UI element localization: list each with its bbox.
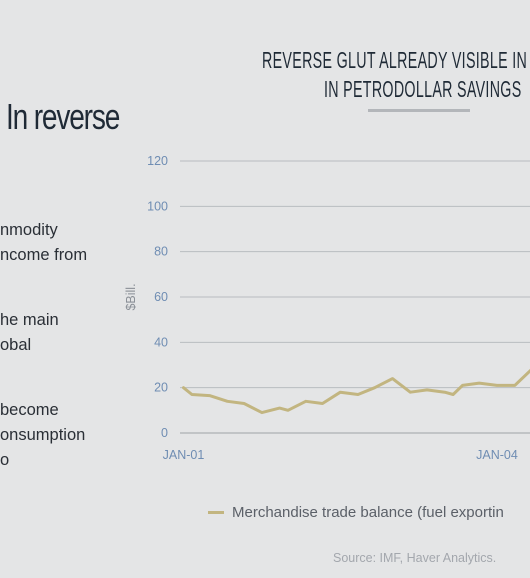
chart-title-line: IN PETRODOLLAR SAVINGS: [324, 76, 522, 102]
body-line: onsumption: [0, 426, 86, 444]
body-paragraph: he main obal: [0, 308, 110, 358]
y-tick-label: 100: [147, 199, 168, 213]
body-line: ncome from: [0, 246, 88, 264]
grid-lines: [180, 160, 530, 434]
body-line: obal: [0, 336, 32, 354]
y-tick-label: 60: [154, 290, 168, 304]
y-tick-label: 0: [161, 426, 168, 440]
body-line: o: [0, 451, 10, 469]
body-line: he main: [0, 311, 59, 329]
y-tick-label: 120: [147, 154, 168, 168]
x-tick-label: JAN-04: [476, 448, 518, 462]
y-tick-label: 20: [154, 381, 168, 395]
source-note: Source: IMF, Haver Analytics.: [333, 551, 497, 565]
x-tick-label: JAN-01: [163, 448, 205, 462]
y-axis-ticks: 0 20 40 60 80 100 120: [147, 154, 168, 440]
body-text: nmodity ncome from he main obal become o…: [0, 218, 110, 513]
legend: Merchandise trade balance (fuel exportin: [208, 504, 504, 521]
legend-swatch: [208, 510, 224, 514]
series-line: [182, 368, 530, 415]
series-lines: [182, 368, 530, 415]
body-line: nmodity: [0, 221, 58, 239]
body-paragraph: become onsumption o: [0, 398, 110, 473]
page-heading: In reverse: [6, 96, 120, 137]
y-tick-label: 40: [154, 335, 168, 349]
body-paragraph: nmodity ncome from: [0, 218, 110, 268]
body-line: become: [0, 401, 59, 419]
y-axis-label: $Bill.: [124, 283, 138, 310]
y-tick-label: 80: [154, 245, 168, 259]
title-underline: [368, 109, 470, 112]
legend-label: Merchandise trade balance (fuel exportin: [232, 504, 504, 521]
